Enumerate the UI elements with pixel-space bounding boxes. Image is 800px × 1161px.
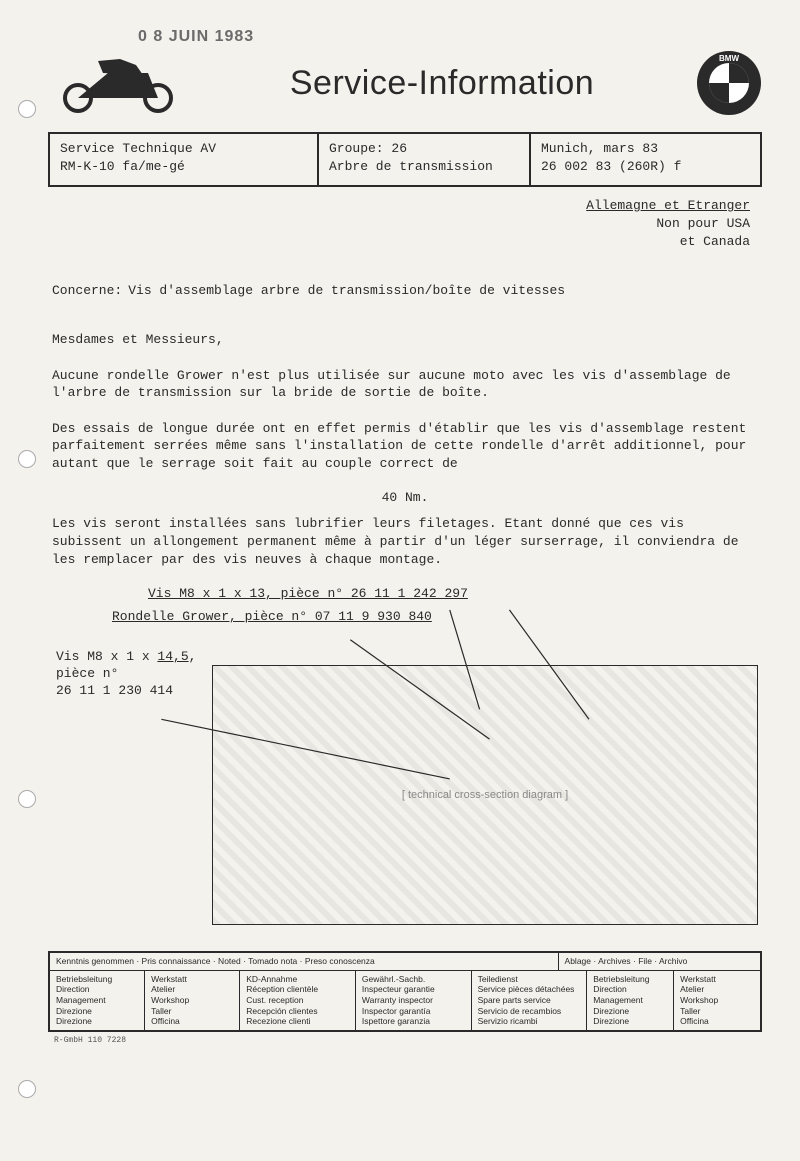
footer-cell: Betriebsleitung bbox=[56, 974, 138, 985]
footer-cell: Taller bbox=[151, 1006, 233, 1017]
page-title: Service-Information bbox=[206, 64, 678, 103]
paragraph-3: Les vis seront installées sans lubrifier… bbox=[52, 515, 758, 568]
info-line: RM-K-10 fa/me-gé bbox=[60, 158, 307, 176]
paragraph-2: Des essais de longue durée ont en effet … bbox=[52, 420, 758, 473]
footer-head-right: Ablage · Archives · File · Archivo bbox=[559, 953, 760, 970]
footer-cell: KD-Annahme bbox=[246, 974, 349, 985]
punch-hole bbox=[18, 790, 36, 808]
footer-cell: Werkstatt bbox=[680, 974, 754, 985]
footer-cell: Direzione bbox=[56, 1006, 138, 1017]
footer-cell: Ispettore garanzia bbox=[362, 1016, 465, 1027]
footer-cell: Warranty inspector bbox=[362, 995, 465, 1006]
bmw-logo-icon: BMW bbox=[696, 50, 762, 116]
region-line: Non pour USA bbox=[48, 215, 750, 233]
callout-top: Vis M8 x 1 x 13, pièce n° 26 11 1 242 29… bbox=[148, 586, 762, 601]
info-service: Service Technique AV RM-K-10 fa/me-gé bbox=[50, 134, 319, 185]
footer-cell: Spare parts service bbox=[478, 995, 581, 1006]
punch-hole bbox=[18, 100, 36, 118]
footer-cell: Workshop bbox=[680, 995, 754, 1006]
info-line: 26 002 83 (260R) f bbox=[541, 158, 750, 176]
footer-col: WerkstattAtelierWorkshopTallerOfficina bbox=[145, 971, 240, 1030]
callout-text: Vis M8 x 1 x bbox=[56, 649, 157, 664]
footer-cell: Werkstatt bbox=[151, 974, 233, 985]
footer-col: TeiledienstService pièces détachéesSpare… bbox=[472, 971, 588, 1030]
footer-cell: Direzione bbox=[593, 1006, 667, 1017]
info-group: Groupe: 26 Arbre de transmission bbox=[319, 134, 531, 185]
subject-line: Concerne: Vis d'assemblage arbre de tran… bbox=[52, 282, 758, 300]
footer-columns: BetriebsleitungDirectionManagementDirezi… bbox=[50, 971, 760, 1030]
subject-text: Vis d'assemblage arbre de transmission/b… bbox=[128, 282, 565, 300]
callout-text: , pièce n° 26 11 1 242 297 bbox=[265, 586, 468, 601]
callout-text: , bbox=[189, 649, 197, 664]
footer-cell: Direction bbox=[593, 984, 667, 995]
footer-cell: Recepción clientes bbox=[246, 1006, 349, 1017]
footer-cell: Gewährl.-Sachb. bbox=[362, 974, 465, 985]
footer-cell: Officina bbox=[680, 1016, 754, 1027]
svg-text:BMW: BMW bbox=[719, 54, 739, 63]
callout-text: pièce n° bbox=[56, 666, 236, 683]
footer-cell: Service pièces détachées bbox=[478, 984, 581, 995]
info-line: Groupe: 26 bbox=[329, 140, 519, 158]
callout-text: Vis M8 x 1 x bbox=[148, 586, 249, 601]
technical-diagram: [ technical cross-section diagram ] bbox=[212, 665, 758, 925]
date-stamp: 0 8 JUIN 1983 bbox=[138, 28, 762, 46]
footer-cell: Taller bbox=[680, 1006, 754, 1017]
punch-hole bbox=[18, 450, 36, 468]
info-line: Service Technique AV bbox=[60, 140, 307, 158]
paragraph-1: Aucune rondelle Grower n'est plus utilis… bbox=[52, 367, 758, 402]
info-table: Service Technique AV RM-K-10 fa/me-gé Gr… bbox=[48, 132, 762, 187]
motorcycle-icon bbox=[48, 53, 188, 113]
footer-cell: Servizio ricambi bbox=[478, 1016, 581, 1027]
footer-cell: Cust. reception bbox=[246, 995, 349, 1006]
document-header: Service-Information BMW bbox=[48, 50, 762, 116]
torque-value: 40 Nm. bbox=[48, 490, 762, 505]
footer-head-left: Kenntnis genommen · Pris connaissance · … bbox=[50, 953, 559, 970]
diagram-area: Rondelle Grower, pièce n° 07 11 9 930 84… bbox=[52, 609, 758, 929]
footer-cell: Direzione bbox=[56, 1016, 138, 1027]
info-line: Arbre de transmission bbox=[329, 158, 519, 176]
footer-cell: Atelier bbox=[151, 984, 233, 995]
region-title: Allemagne et Etranger bbox=[48, 197, 750, 215]
footer-cell: Inspecteur garantie bbox=[362, 984, 465, 995]
region-line: et Canada bbox=[48, 233, 750, 251]
footer-col: WerkstattAtelierWorkshopTallerOfficina bbox=[674, 971, 760, 1030]
footer-cell: Betriebsleitung bbox=[593, 974, 667, 985]
callout-left: Vis M8 x 1 x 14,5, pièce n° 26 11 1 230 … bbox=[56, 649, 236, 700]
punch-hole bbox=[18, 1080, 36, 1098]
footer-col: BetriebsleitungDirectionManagementDirezi… bbox=[50, 971, 145, 1030]
footer-table: Kenntnis genommen · Pris connaissance · … bbox=[48, 951, 762, 1032]
footer-cell: Management bbox=[593, 995, 667, 1006]
footer-cell: Direction bbox=[56, 984, 138, 995]
subject-label: Concerne: bbox=[52, 282, 122, 300]
info-location: Munich, mars 83 26 002 83 (260R) f bbox=[531, 134, 760, 185]
callout-text: 26 11 1 230 414 bbox=[56, 683, 236, 700]
footer-col: BetriebsleitungDirectionManagementDirezi… bbox=[587, 971, 674, 1030]
info-line: Munich, mars 83 bbox=[541, 140, 750, 158]
footnote: R-GmbH 110 7228 bbox=[48, 1036, 762, 1045]
salutation: Mesdames et Messieurs, bbox=[52, 331, 758, 349]
diagram-placeholder-label: [ technical cross-section diagram ] bbox=[402, 789, 568, 801]
footer-cell: Servicio de recambios bbox=[478, 1006, 581, 1017]
footer-cell: Teiledienst bbox=[478, 974, 581, 985]
footer-cell: Recezione clienti bbox=[246, 1016, 349, 1027]
footer-col: Gewährl.-Sachb.Inspecteur garantieWarran… bbox=[356, 971, 472, 1030]
footer-cell: Direzione bbox=[593, 1016, 667, 1027]
footer-cell: Management bbox=[56, 995, 138, 1006]
footer-head: Kenntnis genommen · Pris connaissance · … bbox=[50, 953, 760, 971]
region-note: Allemagne et Etranger Non pour USA et Ca… bbox=[48, 197, 750, 252]
footer-cell: Réception clientèle bbox=[246, 984, 349, 995]
footer-cell: Inspector garantía bbox=[362, 1006, 465, 1017]
footer-col: KD-AnnahmeRéception clientèleCust. recep… bbox=[240, 971, 356, 1030]
footer-cell: Atelier bbox=[680, 984, 754, 995]
footer-cell: Workshop bbox=[151, 995, 233, 1006]
callout-text: 14,5 bbox=[157, 649, 188, 664]
footer-cell: Officina bbox=[151, 1016, 233, 1027]
callout-text: 13 bbox=[249, 586, 265, 601]
